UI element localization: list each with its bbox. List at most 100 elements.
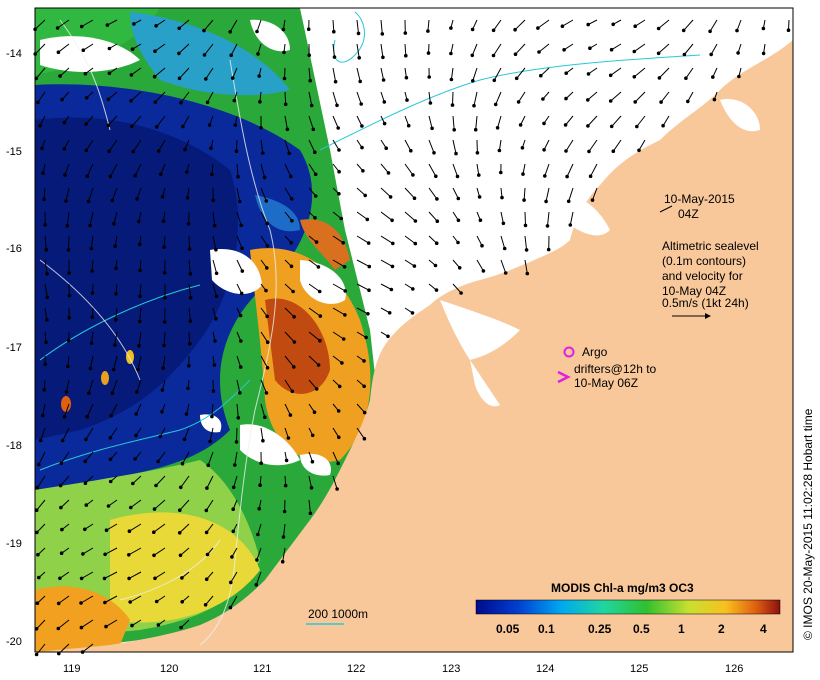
velocity-arrow-head	[318, 338, 322, 343]
lat-tick-label: -18	[6, 440, 22, 452]
velocity-arrow-head	[204, 77, 208, 81]
velocity-arrow	[154, 67, 166, 78]
velocity-arrow	[209, 427, 214, 442]
velocity-arrow	[80, 595, 94, 604]
velocity-arrow-head	[332, 29, 336, 34]
velocity-arrow	[134, 163, 142, 176]
velocity-arrow-head	[335, 487, 339, 491]
velocity-arrow	[83, 43, 94, 51]
velocity-arrow-head	[109, 413, 113, 418]
velocity-arrow-head	[84, 503, 89, 507]
lon-tick-label: 119	[63, 663, 81, 675]
velocity-arrow-head	[536, 26, 540, 30]
velocity-arrow-head	[79, 576, 84, 581]
velocity-arrow	[356, 235, 369, 244]
velocity-arrow	[427, 19, 430, 32]
velocity-arrow	[81, 19, 94, 27]
velocity-arrow	[104, 547, 118, 555]
velocity-arrow	[380, 163, 389, 174]
velocity-arrow	[547, 211, 550, 226]
velocity-arrow-head	[500, 195, 504, 200]
velocity-arrow	[204, 43, 214, 56]
velocity-arrow	[332, 235, 344, 244]
velocity-arrow-head	[259, 461, 264, 466]
velocity-arrow-head	[686, 99, 690, 104]
velocity-arrow-head	[132, 22, 136, 26]
velocity-arrow	[634, 91, 646, 103]
velocity-arrow-head	[177, 76, 182, 81]
velocity-arrow	[82, 547, 94, 555]
velocity-arrow-head	[177, 26, 181, 31]
velocity-arrow-head	[545, 224, 550, 228]
velocity-arrow-head	[409, 148, 413, 153]
velocity-arrow-head	[112, 222, 116, 226]
drifters-line: drifters@12h to	[574, 362, 657, 376]
velocity-arrow-head	[427, 75, 432, 79]
velocity-arrow-head	[457, 266, 462, 270]
velocity-arrow-head	[337, 435, 341, 440]
velocity-arrow	[38, 451, 46, 465]
velocity-arrow-head	[236, 174, 240, 179]
velocity-arrow	[81, 619, 94, 629]
velocity-arrow-head	[233, 123, 238, 127]
velocity-arrow-head	[454, 151, 458, 156]
velocity-arrow	[128, 547, 142, 556]
velocity-arrow-head	[36, 100, 40, 105]
velocity-arrow	[685, 67, 694, 79]
velocity-arrow-head	[434, 241, 439, 245]
velocity-arrow	[59, 67, 70, 77]
velocity-arrow	[132, 139, 142, 152]
velocity-arrow-head	[341, 337, 346, 341]
velocity-arrow	[207, 451, 214, 466]
velocity-arrow-head	[257, 506, 262, 511]
velocity-arrow-head	[382, 100, 387, 104]
velocity-arrow	[115, 307, 118, 320]
velocity-arrow-head	[156, 149, 161, 153]
velocity-arrow-head	[366, 241, 371, 245]
velocity-arrow	[308, 307, 321, 317]
velocity-arrow	[450, 67, 454, 80]
velocity-arrow	[212, 235, 217, 250]
velocity-arrow	[660, 91, 670, 103]
velocity-arrow-head	[130, 124, 134, 129]
velocity-arrow-head	[522, 198, 526, 202]
velocity-arrow	[428, 187, 438, 200]
velocity-arrow-head	[137, 319, 142, 324]
colorbar-tick: 0.5	[633, 622, 650, 636]
velocity-arrow	[452, 283, 462, 294]
velocity-arrow-head	[310, 459, 315, 464]
velocity-arrow	[60, 499, 70, 508]
velocity-arrow-head	[134, 433, 138, 438]
velocity-arrow-head	[256, 532, 260, 537]
velocity-arrow	[284, 91, 287, 105]
velocity-arrow-head	[433, 263, 438, 268]
velocity-arrow-head	[206, 463, 210, 468]
velocity-arrow	[588, 139, 598, 152]
velocity-arrow-head	[256, 52, 260, 56]
velocity-arrow	[139, 307, 142, 322]
velocity-arrow	[633, 67, 646, 78]
velocity-arrow-head	[261, 438, 265, 443]
velocity-arrow-head	[156, 623, 161, 627]
velocity-arrow-head	[44, 247, 49, 252]
velocity-arrow-head	[335, 103, 339, 108]
velocity-arrow-head	[337, 384, 342, 389]
velocity-arrow-head	[341, 241, 346, 245]
velocity-arrow	[610, 67, 622, 76]
velocity-arrow-head	[183, 147, 187, 152]
velocity-arrow-head	[59, 461, 64, 466]
velocity-arrow	[282, 547, 286, 562]
velocity-arrow-head	[58, 74, 62, 78]
velocity-arrow	[40, 427, 46, 441]
velocity-arrow	[158, 139, 166, 152]
velocity-arrow	[36, 643, 46, 655]
velocity-arrow	[428, 139, 435, 153]
velocity-arrow-head	[449, 26, 453, 30]
velocity-arrow-head	[681, 28, 686, 33]
velocity-arrow-head	[127, 553, 131, 557]
velocity-arrow-head	[259, 126, 263, 130]
velocity-arrow-head	[108, 457, 113, 462]
velocity-arrow	[638, 139, 646, 151]
velocity-arrow-head	[336, 409, 341, 413]
velocity-arrow-head	[283, 102, 288, 107]
